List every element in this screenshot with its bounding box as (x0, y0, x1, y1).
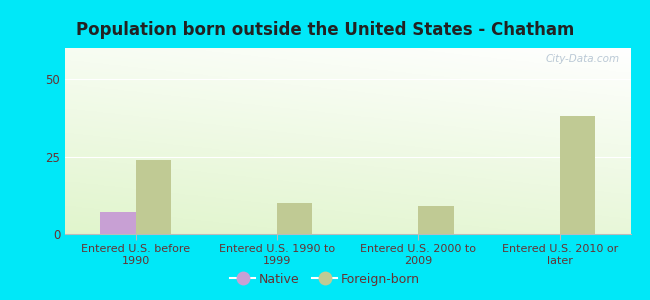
Bar (100, 212, 136, 234)
Text: City-Data.com: City-Data.com (545, 54, 619, 64)
Bar (277, 203, 313, 234)
Legend: Native, Foreign-born: Native, Foreign-born (225, 268, 425, 291)
Bar (419, 206, 454, 234)
Text: Population born outside the United States - Chatham: Population born outside the United State… (76, 21, 574, 39)
Bar (136, 160, 171, 234)
Bar (560, 116, 595, 234)
